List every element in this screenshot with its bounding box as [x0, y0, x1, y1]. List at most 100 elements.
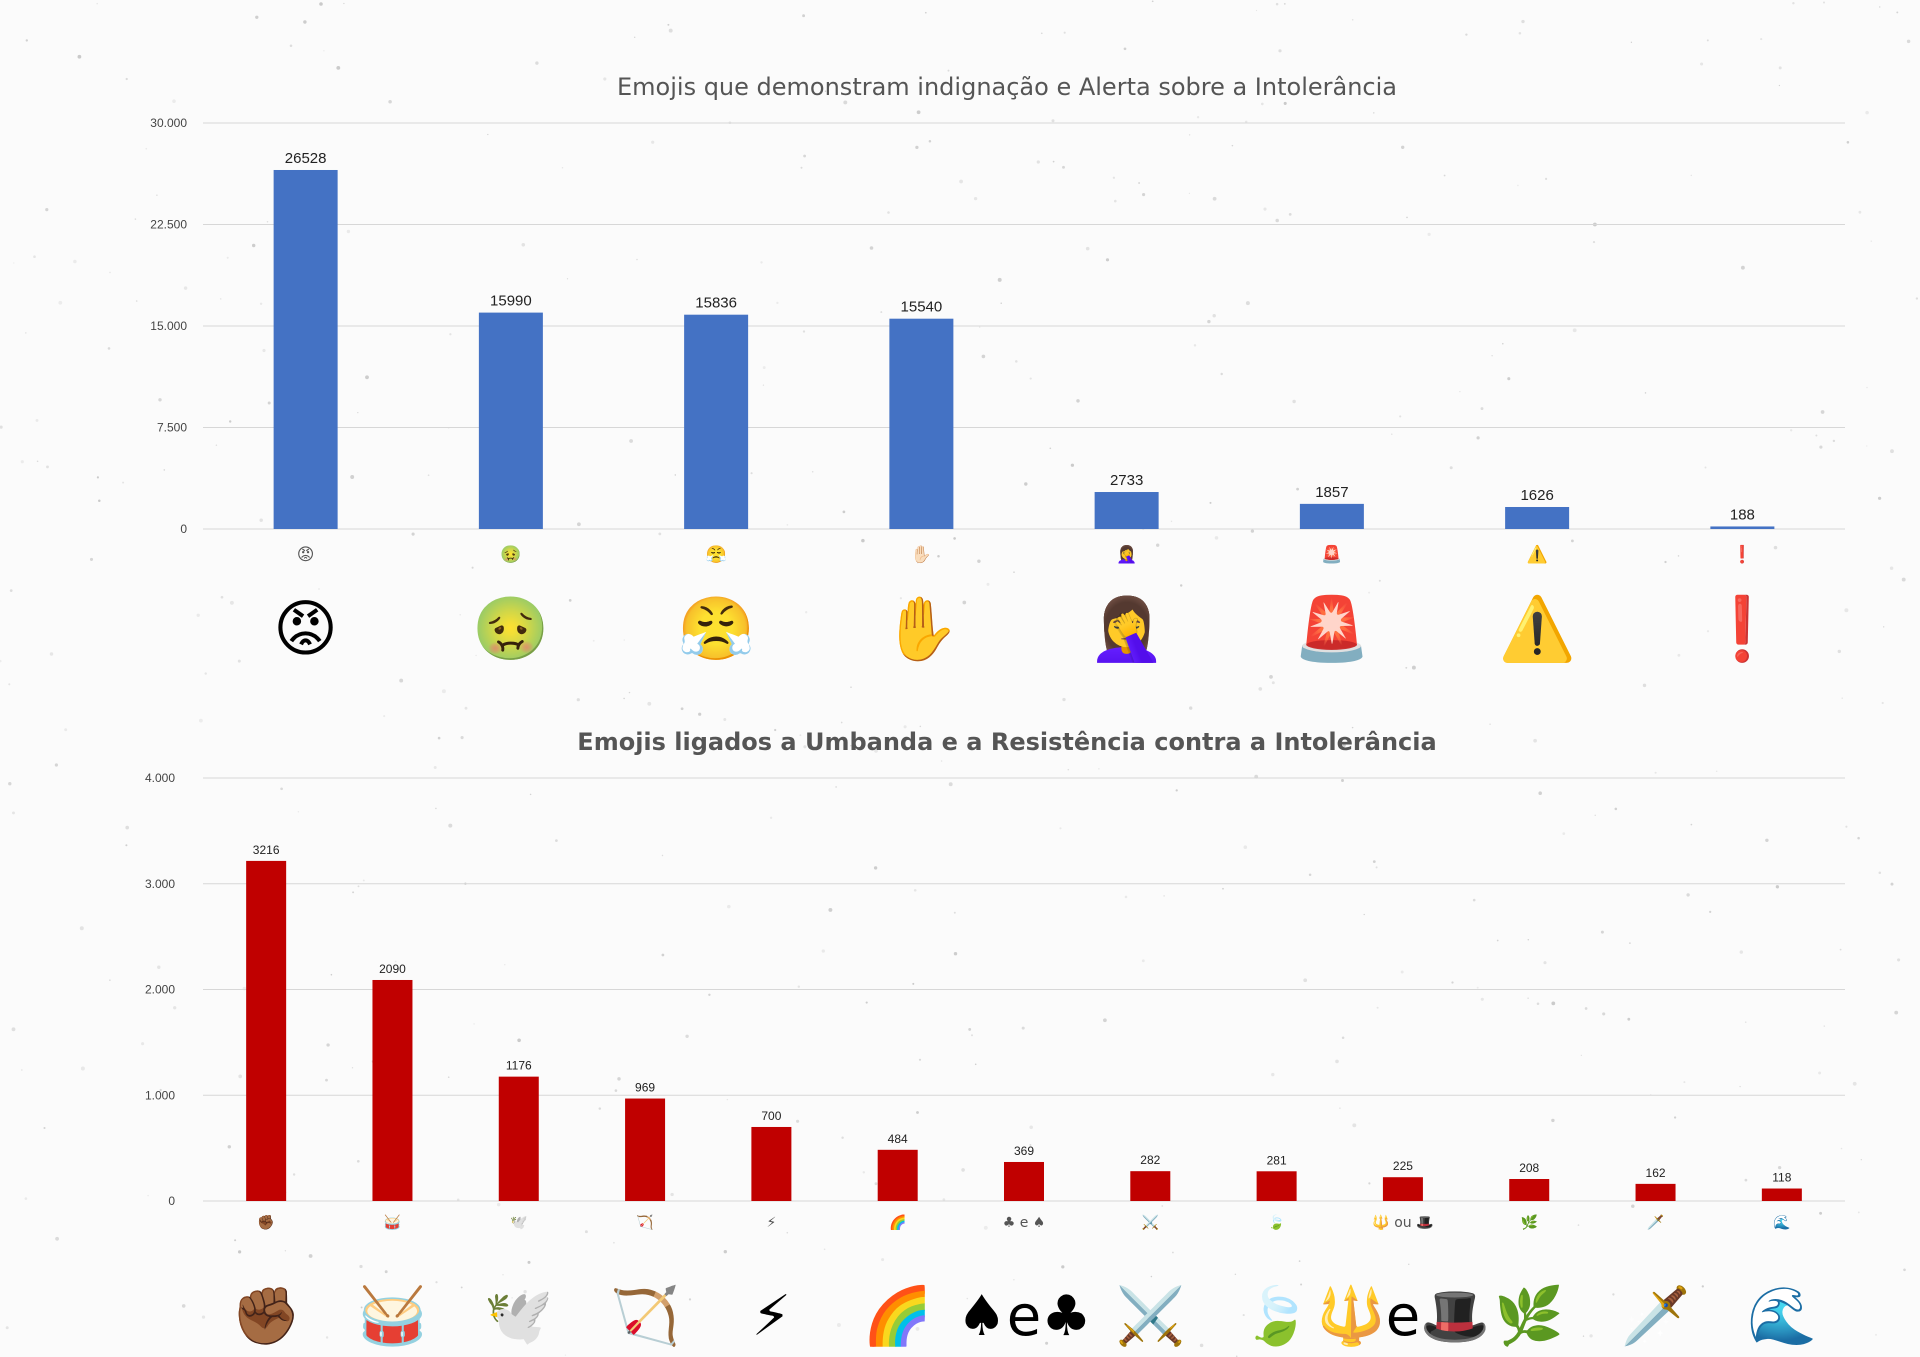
data-label: 282	[1140, 1153, 1160, 1167]
speckle	[1545, 177, 1548, 180]
speckle	[1901, 577, 1906, 582]
speckle	[520, 1302, 524, 1305]
large-emoji-icon: ✋	[883, 592, 960, 665]
speckle	[1644, 392, 1647, 394]
speckle	[326, 1043, 330, 1047]
speckle	[880, 311, 883, 314]
speckle	[122, 481, 125, 484]
speckle	[1209, 501, 1212, 504]
speckle	[918, 1058, 922, 1061]
speckle	[502, 1273, 504, 1276]
speckle	[388, 100, 392, 104]
speckle	[874, 749, 878, 753]
speckle	[280, 787, 283, 791]
speckle	[1866, 386, 1868, 389]
speckle	[667, 23, 670, 26]
speckle	[727, 904, 731, 909]
speckle	[267, 401, 271, 405]
speckle	[1815, 434, 1818, 437]
speckle	[916, 1111, 919, 1114]
speckle	[1476, 986, 1479, 989]
speckle	[259, 302, 263, 306]
speckle	[1375, 866, 1378, 869]
speckle	[323, 50, 325, 52]
speckle	[107, 347, 111, 350]
speckle	[564, 1354, 567, 1356]
speckle	[680, 707, 684, 711]
speckle	[661, 854, 664, 857]
speckle	[811, 470, 814, 473]
category-label: ✋🏻	[911, 544, 932, 565]
speckle	[1822, 1, 1826, 4]
speckle	[1300, 1283, 1303, 1286]
speckle	[1538, 791, 1542, 795]
speckle	[1527, 938, 1530, 941]
speckle	[1193, 344, 1197, 347]
speckle	[1841, 697, 1843, 699]
speckle	[1335, 1059, 1339, 1064]
speckle	[1024, 482, 1028, 486]
gridlines	[203, 777, 1845, 1202]
speckle	[928, 140, 932, 143]
data-label: 1857	[1315, 484, 1348, 501]
speckle	[529, 793, 532, 796]
large-emoji-icon: 🌊	[1747, 1284, 1817, 1349]
speckle	[517, 1038, 521, 1043]
y-tick-label: 0	[168, 1194, 175, 1208]
speckle	[800, 166, 803, 169]
speckle	[1098, 768, 1100, 770]
speckle	[9, 589, 13, 592]
speckle	[841, 1136, 844, 1139]
speckle	[953, 952, 958, 956]
speckle	[229, 420, 232, 423]
category-label: 😤	[706, 545, 727, 565]
speckle	[45, 208, 49, 212]
speckle	[913, 888, 917, 892]
speckle	[1114, 199, 1117, 203]
large-emoji-icon: ♠e♣	[957, 1284, 1092, 1349]
speckle	[865, 1001, 868, 1004]
speckle	[1631, 1204, 1635, 1208]
category-labels: ✊🏾 🥁 🕊️ 🏹 ⚡ 🌈 ♣ e ♠ ⚔️ 🍃 🔱 ou 🎩 🌿 🗡️ 🌊	[257, 1213, 1790, 1231]
speckle	[13, 262, 15, 264]
speckle	[1368, 1182, 1371, 1185]
speckle	[661, 953, 665, 957]
speckle	[1765, 838, 1769, 843]
speckle	[1196, 116, 1200, 119]
speckle	[1062, 697, 1066, 702]
speckle	[1664, 560, 1667, 564]
speckle	[566, 278, 569, 280]
speckle	[1701, 1285, 1704, 1288]
speckle	[1592, 241, 1596, 244]
speckle	[776, 301, 779, 305]
data-label: 369	[1014, 1144, 1034, 1158]
speckle	[125, 844, 128, 847]
speckle	[1852, 1081, 1857, 1086]
speckle	[916, 110, 921, 115]
speckle	[1124, 895, 1128, 899]
speckle	[1013, 1279, 1015, 1281]
speckle	[1690, 823, 1693, 826]
speckle	[297, 811, 300, 813]
speckle	[1630, 41, 1633, 43]
speckle	[1744, 1021, 1747, 1023]
speckle	[183, 286, 188, 290]
speckle	[1600, 930, 1604, 934]
speckle	[997, 277, 1002, 282]
speckle	[1551, 1118, 1555, 1123]
large-emoji-icon: 🔱e🎩	[1316, 1284, 1490, 1349]
speckle	[1123, 597, 1126, 600]
chart-title: Emojis ligados a Umbanda e a Resistência…	[577, 728, 1436, 756]
speckle	[255, 15, 259, 19]
speckle	[842, 510, 846, 514]
y-tick-label: 15.000	[150, 319, 187, 333]
speckle	[823, 1248, 826, 1251]
speckle	[1778, 84, 1781, 87]
speckle	[1372, 860, 1376, 863]
speckle	[1472, 898, 1476, 902]
speckle	[49, 652, 54, 656]
data-label: 3216	[253, 843, 280, 857]
speckle	[1889, 566, 1894, 570]
data-label: 15540	[901, 299, 943, 316]
data-label: 969	[635, 1081, 655, 1095]
